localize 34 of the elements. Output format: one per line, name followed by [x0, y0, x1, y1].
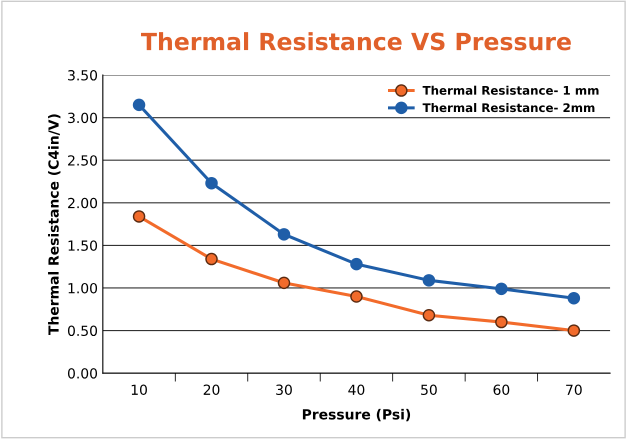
- point: [350, 258, 363, 270]
- point: [205, 252, 218, 266]
- y-tick-label: 3.00: [68, 112, 98, 124]
- legend-label: Thermal Resistance- 1 mm: [422, 86, 599, 95]
- point: [495, 316, 508, 328]
- y-axis-title: Thermal Resistance (C4in/V): [48, 114, 60, 335]
- y-tick-label: 0.50: [68, 326, 98, 336]
- legend-label: Thermal Resistance- 2mm: [422, 103, 594, 112]
- x-tick-label: 40: [348, 384, 364, 396]
- x-tick-label: 10: [132, 384, 147, 396]
- point: [568, 292, 580, 304]
- y-tick-label: 3.50: [68, 70, 98, 81]
- point: [278, 228, 290, 241]
- point: [278, 276, 290, 290]
- y-tick-label: 2.00: [68, 198, 98, 208]
- point: [495, 282, 508, 296]
- y-tick-label: 1.00: [68, 282, 98, 294]
- y-tick-label: 1.50: [68, 240, 98, 251]
- y-tick-label: 2.50: [68, 155, 98, 166]
- x-tick-label: 60: [494, 384, 510, 396]
- point: [422, 308, 436, 322]
- point: [132, 210, 146, 223]
- x-tick-label: 70: [566, 384, 582, 396]
- point: [568, 324, 580, 337]
- point: [205, 176, 218, 190]
- x-axis-title: Pressure (Psi): [302, 408, 410, 422]
- y-tick-label: 0.00: [68, 368, 98, 379]
- x-tick-label: 20: [204, 384, 220, 396]
- point: [422, 274, 436, 287]
- x-tick-label: 30: [276, 384, 292, 396]
- point: [350, 290, 363, 303]
- x-tick-label: 50: [421, 384, 437, 396]
- point: [132, 98, 146, 112]
- chart-title: Thermal Resistance VS Pressure: [141, 32, 571, 50]
